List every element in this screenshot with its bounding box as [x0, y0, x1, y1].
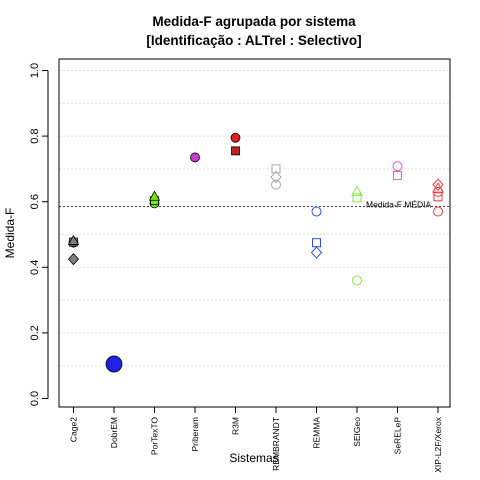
data-point [433, 206, 443, 217]
x-tick-label: R3M [231, 417, 241, 435]
data-point [352, 275, 362, 286]
x-tick-label: XIP-L2F/Xerox [433, 416, 443, 472]
chart-subtitle: [Identificação : ALTrel : Selectivo] [146, 33, 361, 48]
data-point [231, 146, 240, 156]
x-tick-label: Cage2 [69, 417, 79, 442]
x-tick-label: PorTexTO [150, 417, 160, 455]
chart-title: Medida-F agrupada por sistema [152, 14, 356, 29]
x-tick-label: SEIGeo [352, 417, 362, 447]
y-axis-label: Medida-F [3, 208, 17, 259]
y-tick-label: 0.0 [29, 391, 41, 406]
x-axis-label: Sistemas [229, 451, 278, 465]
data-point [67, 253, 80, 266]
data-point [433, 186, 443, 197]
x-tick-label: DobrEM [109, 417, 119, 448]
y-tick-label: 0.6 [29, 194, 41, 209]
data-point [271, 179, 281, 190]
reference-line-label: Medida-F MÉDIA [366, 200, 432, 210]
y-axis: 0.0 0.2 0.4 0.6 0.8 1.0 [29, 63, 49, 406]
data-point [105, 355, 123, 373]
data-point [433, 192, 443, 202]
data-point [270, 170, 282, 184]
data-point [393, 170, 402, 180]
data-point [271, 164, 281, 174]
plot-frame [58, 58, 451, 408]
data-point [190, 152, 200, 163]
x-tick-label: REMBRANDT [271, 417, 281, 471]
data-points [67, 132, 444, 373]
x-tick-label: SeRELeP [393, 417, 403, 455]
y-tick-label: 0.2 [29, 325, 41, 340]
data-point [67, 234, 80, 245]
y-tick-label: 0.8 [29, 128, 41, 143]
data-point [392, 161, 403, 172]
data-point [230, 132, 241, 143]
data-point [432, 178, 444, 191]
grid-lines [59, 70, 450, 367]
x-axis: Cage2 DobrEM PorTexTO Priberam R3M REMBRANDT R… [69, 406, 443, 473]
x-tick-label: Priberam [190, 417, 200, 451]
data-point [351, 185, 363, 196]
x-tick-label: REMMA [312, 417, 322, 449]
data-point [312, 238, 321, 248]
data-point [310, 246, 323, 259]
y-tick-label: 0.4 [29, 260, 41, 275]
data-point [352, 193, 362, 203]
y-tick-label: 1.0 [29, 63, 41, 78]
data-point [311, 206, 322, 217]
data-point [148, 190, 161, 201]
